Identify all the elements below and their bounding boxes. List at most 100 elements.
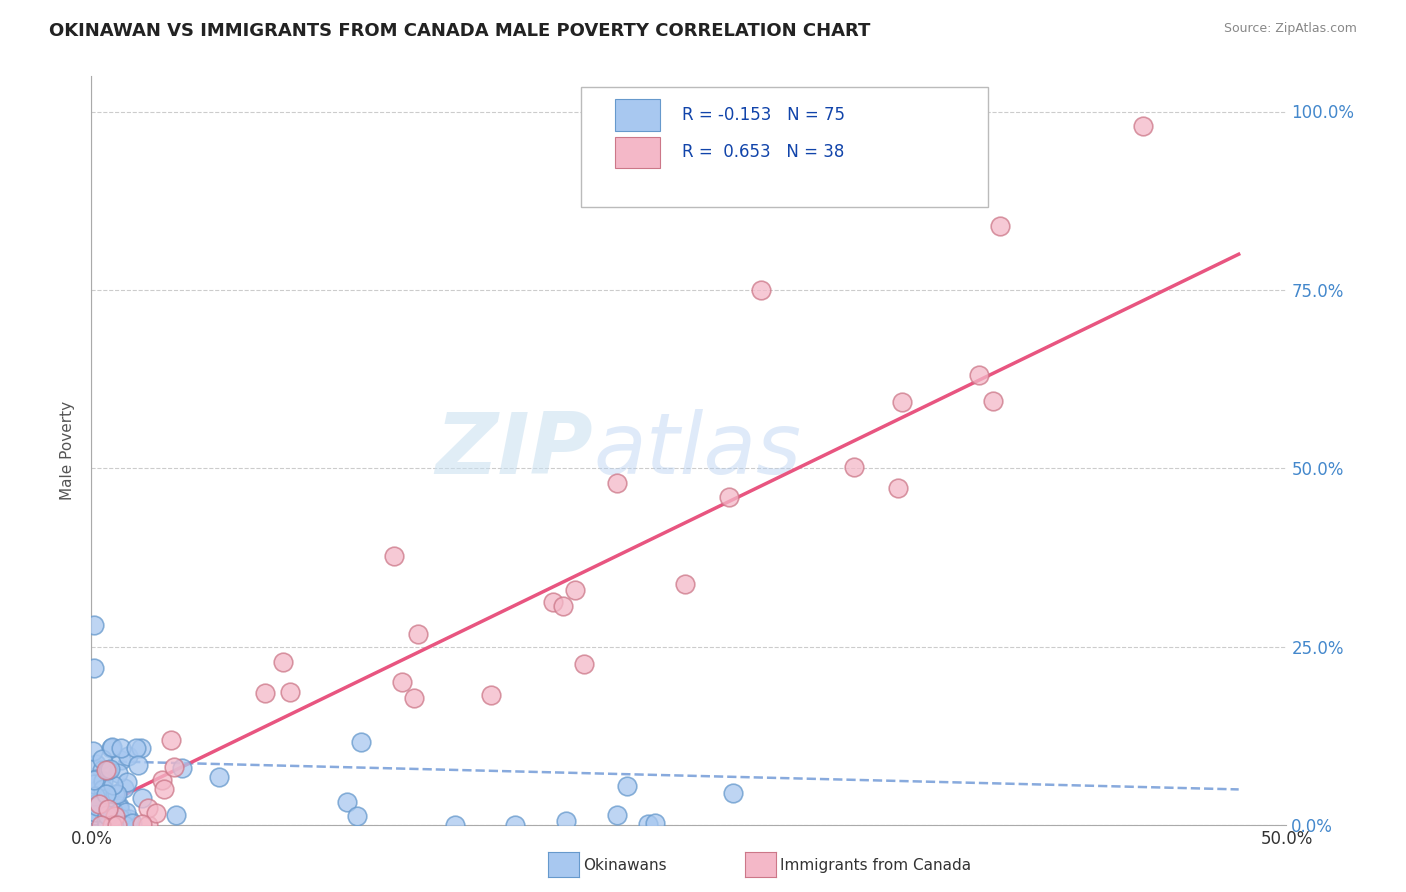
Point: [91, 773, 114, 788]
Point: [114, 805, 136, 820]
Point: [350, 735, 373, 749]
Point: [89, 797, 111, 811]
Point: [170, 760, 193, 774]
Point: [86, 796, 108, 810]
Point: [91, 779, 114, 793]
Point: [404, 691, 426, 706]
Point: [346, 809, 368, 823]
Text: R = -0.153   N = 75: R = -0.153 N = 75: [682, 106, 845, 124]
Point: [554, 814, 576, 829]
Point: [131, 817, 153, 831]
Y-axis label: Male Poverty: Male Poverty: [60, 401, 76, 500]
Text: ZIP: ZIP: [436, 409, 593, 492]
Point: [110, 740, 132, 755]
Text: Okinawans: Okinawans: [583, 858, 666, 872]
Point: [278, 685, 301, 699]
Point: [891, 395, 914, 409]
Point: [100, 741, 122, 756]
Point: [121, 816, 143, 830]
Text: Source: ZipAtlas.com: Source: ZipAtlas.com: [1223, 22, 1357, 36]
Point: [97, 763, 120, 777]
Bar: [614, 99, 661, 130]
Point: [83, 618, 105, 632]
Point: [118, 812, 141, 826]
Point: [82, 744, 104, 758]
Point: [96, 790, 118, 805]
Point: [90, 804, 112, 818]
Point: [84, 803, 107, 817]
Point: [108, 799, 131, 814]
Point: [150, 772, 173, 787]
Point: [89, 805, 111, 819]
Point: [408, 627, 430, 641]
Point: [967, 368, 990, 382]
Point: [105, 787, 128, 801]
Point: [90, 752, 112, 766]
Point: [479, 688, 502, 702]
Point: [94, 794, 117, 808]
Point: [84, 772, 107, 786]
Point: [83, 661, 105, 675]
Point: [606, 807, 628, 822]
Point: [606, 475, 628, 490]
Point: [145, 805, 167, 820]
Point: [98, 763, 121, 777]
Point: [86, 799, 108, 814]
Point: [115, 775, 138, 789]
Point: [336, 795, 359, 809]
Text: R =  0.653   N = 38: R = 0.653 N = 38: [682, 144, 844, 161]
Point: [107, 800, 129, 814]
Point: [90, 764, 112, 778]
Point: [136, 818, 159, 832]
Point: [83, 792, 105, 806]
Point: [104, 788, 127, 802]
Point: [391, 675, 413, 690]
Point: [574, 657, 596, 671]
Point: [97, 802, 120, 816]
Bar: [614, 136, 661, 168]
Point: [107, 766, 129, 780]
Point: [644, 815, 666, 830]
Point: [136, 800, 159, 814]
Point: [83, 777, 105, 791]
Point: [87, 800, 110, 814]
Point: [117, 749, 139, 764]
Point: [108, 811, 131, 825]
Point: [444, 818, 467, 832]
Point: [84, 789, 107, 803]
Point: [131, 791, 153, 805]
Point: [271, 655, 294, 669]
Point: [208, 771, 231, 785]
Point: [541, 594, 564, 608]
Text: atlas: atlas: [593, 409, 801, 492]
Point: [1132, 119, 1154, 133]
Point: [83, 789, 105, 804]
Point: [83, 772, 105, 787]
Point: [129, 740, 152, 755]
Text: Immigrants from Canada: Immigrants from Canada: [780, 858, 972, 872]
Point: [90, 818, 112, 832]
Point: [112, 781, 135, 796]
Point: [96, 817, 118, 831]
Point: [718, 490, 741, 504]
FancyBboxPatch shape: [582, 87, 987, 207]
Point: [253, 685, 276, 699]
Point: [94, 814, 117, 828]
Point: [125, 740, 148, 755]
Point: [673, 577, 696, 591]
Point: [94, 763, 117, 777]
Point: [84, 808, 107, 822]
Point: [842, 460, 865, 475]
Point: [153, 782, 176, 797]
Point: [160, 733, 183, 747]
Point: [127, 757, 149, 772]
Point: [981, 394, 1004, 409]
Point: [96, 807, 118, 822]
Point: [110, 809, 132, 823]
Point: [616, 779, 638, 793]
Point: [89, 797, 111, 812]
Point: [103, 778, 125, 792]
Point: [887, 481, 910, 495]
Point: [80, 813, 103, 827]
Point: [503, 818, 526, 832]
